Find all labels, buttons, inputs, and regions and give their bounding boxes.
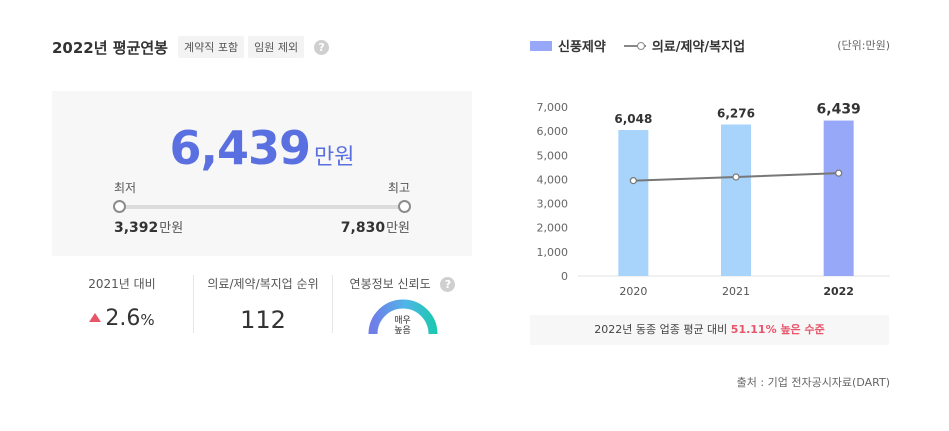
reliability-help-icon[interactable]: ?: [440, 277, 456, 292]
comparison-prefix: 2022년 동종 업종 평균 대비: [594, 323, 728, 336]
rank-value: 112: [240, 306, 286, 334]
min-label: 최저: [114, 181, 137, 195]
max-salary: 7,830만원: [341, 217, 410, 236]
comparison-highlight: 51.11% 높은 수준: [730, 323, 825, 336]
growth-stat: 2021년 대비 2.6%: [52, 275, 192, 331]
growth-value-row: 2.6%: [52, 306, 192, 331]
growth-label: 2021년 대비: [88, 277, 156, 291]
tag-executive-excluded: 임원 제외: [248, 36, 305, 58]
reliability-stat: 연봉정보 신뢰도 ? 매우 높음: [333, 275, 472, 336]
tag-contract-included: 계약직 포함: [177, 36, 245, 58]
salary-bar-chart: 0 1,000 2,000 3,000 4,000 5,000 6,000 7,000 6,04…: [537, 101, 890, 298]
reliability-label: 연봉정보 신뢰도: [349, 277, 431, 291]
y-tick-label: 7,000: [537, 101, 569, 114]
min-salary-value: 3,392: [114, 220, 159, 236]
reliability-level-line1: 매우: [394, 316, 411, 326]
industry-comparison: 2022년 동종 업종 평균 대비 51.11% 높은 수준: [530, 315, 889, 345]
page-title: 2022년 평균연봉: [52, 38, 168, 57]
industry-average-point: [732, 173, 740, 181]
y-tick-label: 6,000: [537, 125, 569, 138]
max-salary-unit: 만원: [386, 221, 410, 236]
rank-label: 의료/제약/복지업 순위: [207, 277, 319, 291]
max-salary-value: 7,830: [340, 220, 386, 236]
bar-value-label: 6,439: [817, 102, 861, 118]
up-triangle-icon: [89, 313, 102, 322]
salary-summary-box: 6,439 만원 최저 최고 3,392만원 7,830만원: [52, 91, 472, 256]
reliability-title: 연봉정보 신뢰도 ?: [333, 275, 472, 292]
legend-line-swatch: [623, 41, 646, 51]
gauge-arc-icon: [368, 299, 437, 335]
legend-bar-swatch: [530, 40, 552, 51]
min-salary-unit: 만원: [159, 221, 184, 236]
reliability-level-line2: 높음: [394, 326, 411, 336]
title-row: 2022년 평균연봉 계약직 포함 임원 제외 ?: [52, 36, 330, 58]
average-salary-value: 6,439: [169, 121, 312, 175]
help-icon[interactable]: ?: [314, 39, 330, 55]
legend-line-label: 의료/제약/복지업: [651, 40, 746, 55]
min-salary: 3,392만원: [114, 217, 183, 236]
growth-percent-sign: %: [140, 311, 155, 329]
y-tick-label: 4,000: [537, 173, 569, 186]
average-salary-unit: 만원: [314, 145, 355, 170]
y-tick-label: 5,000: [537, 149, 569, 162]
y-tick-label: 0: [561, 270, 568, 283]
reliability-level: 매우 높음: [365, 316, 441, 336]
unit-note: (단위:만원): [837, 39, 890, 52]
chart-legend: 신풍제약 의료/제약/복지업: [530, 36, 745, 55]
y-tick-label: 1,000: [537, 246, 569, 259]
reliability-gauge: 매우 높음: [365, 296, 441, 336]
source-note: 출처 : 기업 전자공시자료(DART): [736, 376, 890, 389]
y-tick-label: 2,000: [537, 222, 569, 235]
average-salary: 6,439 만원: [52, 121, 472, 175]
industry-average-point: [835, 169, 843, 177]
legend-bar-label: 신풍제약: [558, 40, 606, 55]
salary-range-track: [113, 200, 411, 213]
x-tick-label: 2021: [722, 285, 750, 298]
y-tick-label: 3,000: [537, 198, 569, 211]
industry-average-point: [629, 177, 637, 185]
x-tick-label: 2020: [619, 285, 647, 298]
bar-value-label: 6,276: [717, 106, 755, 120]
bar-2021: [721, 124, 751, 276]
rank-stat: 의료/제약/복지업 순위 112: [193, 275, 333, 334]
x-tick-label: 2022: [823, 285, 854, 298]
growth-value: 2.6: [105, 306, 141, 331]
max-label: 최고: [387, 181, 410, 195]
bar-2020: [618, 129, 649, 276]
range-min-knob: [113, 200, 126, 213]
bar-value-label: 6,048: [614, 112, 652, 126]
bar-2022: [823, 120, 854, 276]
range-max-knob: [398, 200, 411, 213]
